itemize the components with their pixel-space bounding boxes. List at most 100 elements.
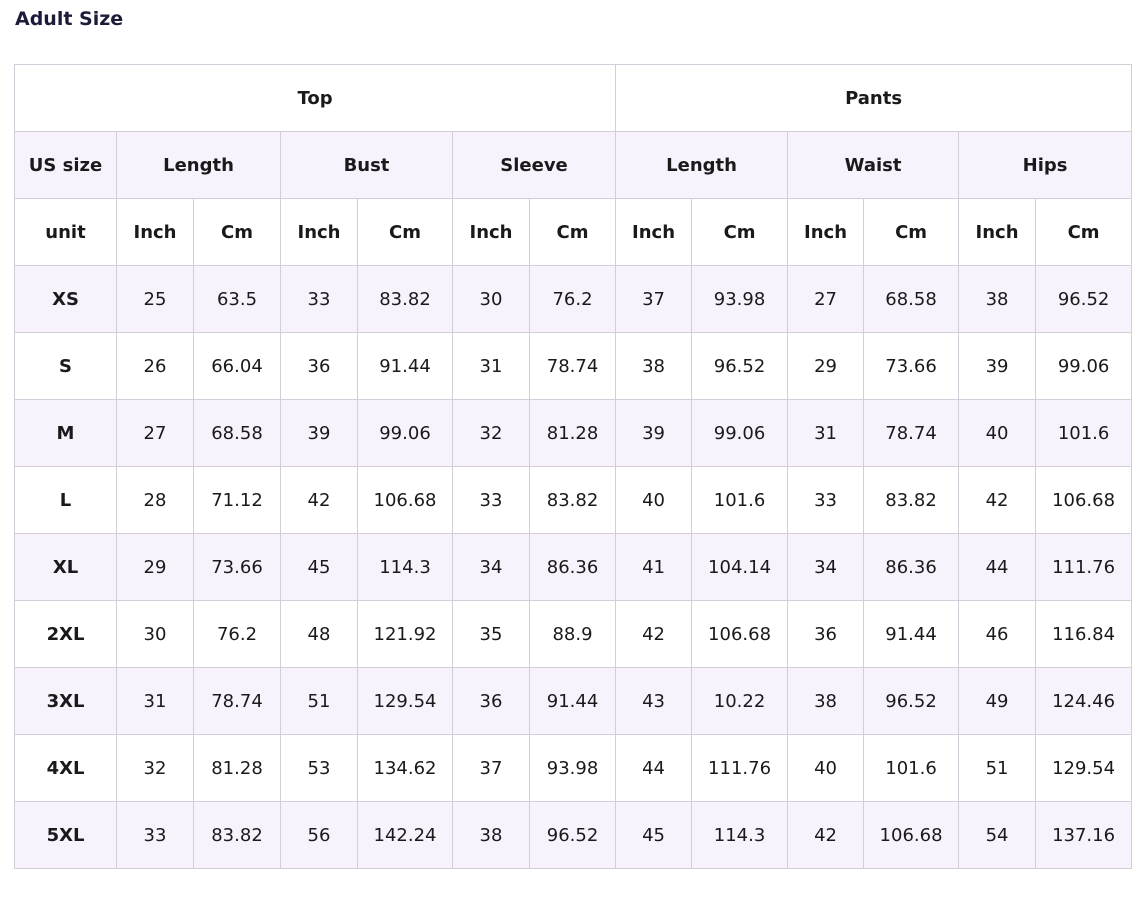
waist-cm: 78.74 [863, 399, 960, 467]
pants-length-inch: 41 [615, 533, 693, 601]
bust-inch: 51 [280, 667, 358, 735]
sleeve-cm: 93.98 [528, 734, 617, 802]
sleeve-cm: 96.52 [528, 801, 617, 869]
waist-inch: 42 [787, 801, 865, 869]
bust-cm: 142.24 [357, 801, 453, 869]
unit-inch: Inch [116, 198, 194, 266]
group-header-row: Top Pants [13, 64, 1133, 132]
waist-cm: 91.44 [863, 600, 960, 668]
top-length-cm: 76.2 [193, 600, 281, 668]
size-label: 5XL [14, 801, 117, 869]
group-header-top: Top [13, 64, 617, 132]
unit-inch: Inch [787, 198, 865, 266]
pants-length-inch: 42 [615, 600, 693, 668]
bust-inch: 36 [280, 332, 358, 400]
unit-inch: Inch [615, 198, 693, 266]
pants-length-inch: 39 [615, 399, 693, 467]
top-length-cm: 63.5 [193, 265, 281, 333]
waist-inch: 27 [787, 265, 865, 333]
hips-inch: 49 [958, 667, 1037, 735]
unit-inch: Inch [280, 198, 358, 266]
table-row: 2XL 30 76.2 48 121.92 35 88.9 42 106.68 … [14, 600, 1133, 668]
top-length-cm: 81.28 [193, 734, 281, 802]
bust-inch: 39 [280, 399, 358, 467]
hips-cm: 99.06 [1035, 332, 1133, 400]
sleeve-inch: 38 [452, 801, 530, 869]
sleeve-inch: 30 [452, 265, 530, 333]
hips-inch: 44 [958, 533, 1037, 601]
pants-length-inch: 38 [615, 332, 693, 400]
hips-cm: 111.76 [1035, 533, 1133, 601]
header-unit: unit [14, 198, 117, 266]
waist-inch: 29 [787, 332, 865, 400]
pants-length-cm: 114.3 [691, 801, 789, 869]
header-waist: Waist [787, 131, 960, 199]
pants-length-inch: 45 [615, 801, 693, 869]
bust-cm: 129.54 [357, 667, 453, 735]
waist-inch: 36 [787, 600, 865, 668]
top-length-inch: 31 [116, 667, 194, 735]
pants-length-cm: 104.14 [691, 533, 789, 601]
bust-inch: 56 [280, 801, 358, 869]
header-bust: Bust [280, 131, 453, 199]
top-length-inch: 27 [116, 399, 194, 467]
hips-inch: 51 [958, 734, 1037, 802]
sleeve-inch: 37 [452, 734, 530, 802]
group-header-pants: Pants [615, 64, 1133, 132]
hips-inch: 54 [958, 801, 1037, 869]
hips-inch: 39 [958, 332, 1037, 400]
waist-cm: 68.58 [863, 265, 960, 333]
hips-inch: 40 [958, 399, 1037, 467]
sleeve-cm: 88.9 [528, 600, 617, 668]
hips-cm: 129.54 [1035, 734, 1133, 802]
top-length-inch: 30 [116, 600, 194, 668]
size-label: L [14, 466, 117, 534]
bust-inch: 42 [280, 466, 358, 534]
sleeve-cm: 78.74 [528, 332, 617, 400]
waist-cm: 83.82 [863, 466, 960, 534]
pants-length-cm: 99.06 [691, 399, 789, 467]
header-hips: Hips [958, 131, 1133, 199]
hips-cm: 96.52 [1035, 265, 1133, 333]
header-us-size: US size [14, 131, 117, 199]
page-title: Adult Size [15, 8, 124, 30]
unit-cm: Cm [193, 198, 281, 266]
top-length-inch: 29 [116, 533, 194, 601]
waist-cm: 101.6 [863, 734, 960, 802]
waist-inch: 33 [787, 466, 865, 534]
top-length-cm: 83.82 [193, 801, 281, 869]
bust-inch: 53 [280, 734, 358, 802]
top-length-cm: 73.66 [193, 533, 281, 601]
waist-cm: 96.52 [863, 667, 960, 735]
pants-length-cm: 10.22 [691, 667, 789, 735]
unit-header-row: unit Inch Cm Inch Cm Inch Cm Inch Cm Inc… [14, 198, 1133, 266]
hips-cm: 124.46 [1035, 667, 1133, 735]
table-row: XL 29 73.66 45 114.3 34 86.36 41 104.14 … [14, 533, 1133, 601]
size-label: 3XL [14, 667, 117, 735]
sleeve-inch: 32 [452, 399, 530, 467]
hips-inch: 46 [958, 600, 1037, 668]
pants-length-inch: 43 [615, 667, 693, 735]
waist-cm: 106.68 [863, 801, 960, 869]
top-length-inch: 26 [116, 332, 194, 400]
bust-cm: 121.92 [357, 600, 453, 668]
sleeve-cm: 86.36 [528, 533, 617, 601]
sleeve-inch: 31 [452, 332, 530, 400]
table-row: XS 25 63.5 33 83.82 30 76.2 37 93.98 27 … [14, 265, 1133, 333]
bust-cm: 91.44 [357, 332, 453, 400]
header-top-length: Length [116, 131, 281, 199]
header-sleeve: Sleeve [451, 131, 617, 199]
measure-header-row: US size Length Bust Sleeve Length Waist … [14, 131, 1133, 199]
top-length-inch: 28 [116, 466, 194, 534]
size-label: 2XL [14, 600, 117, 668]
bust-cm: 99.06 [357, 399, 453, 467]
size-label: S [14, 332, 117, 400]
sleeve-cm: 91.44 [528, 667, 617, 735]
bust-cm: 106.68 [357, 466, 453, 534]
table-row: 5XL 33 83.82 56 142.24 38 96.52 45 114.3… [14, 801, 1133, 869]
sleeve-inch: 35 [452, 600, 530, 668]
bust-inch: 48 [280, 600, 358, 668]
pants-length-inch: 44 [615, 734, 693, 802]
top-length-cm: 68.58 [193, 399, 281, 467]
hips-cm: 116.84 [1035, 600, 1133, 668]
